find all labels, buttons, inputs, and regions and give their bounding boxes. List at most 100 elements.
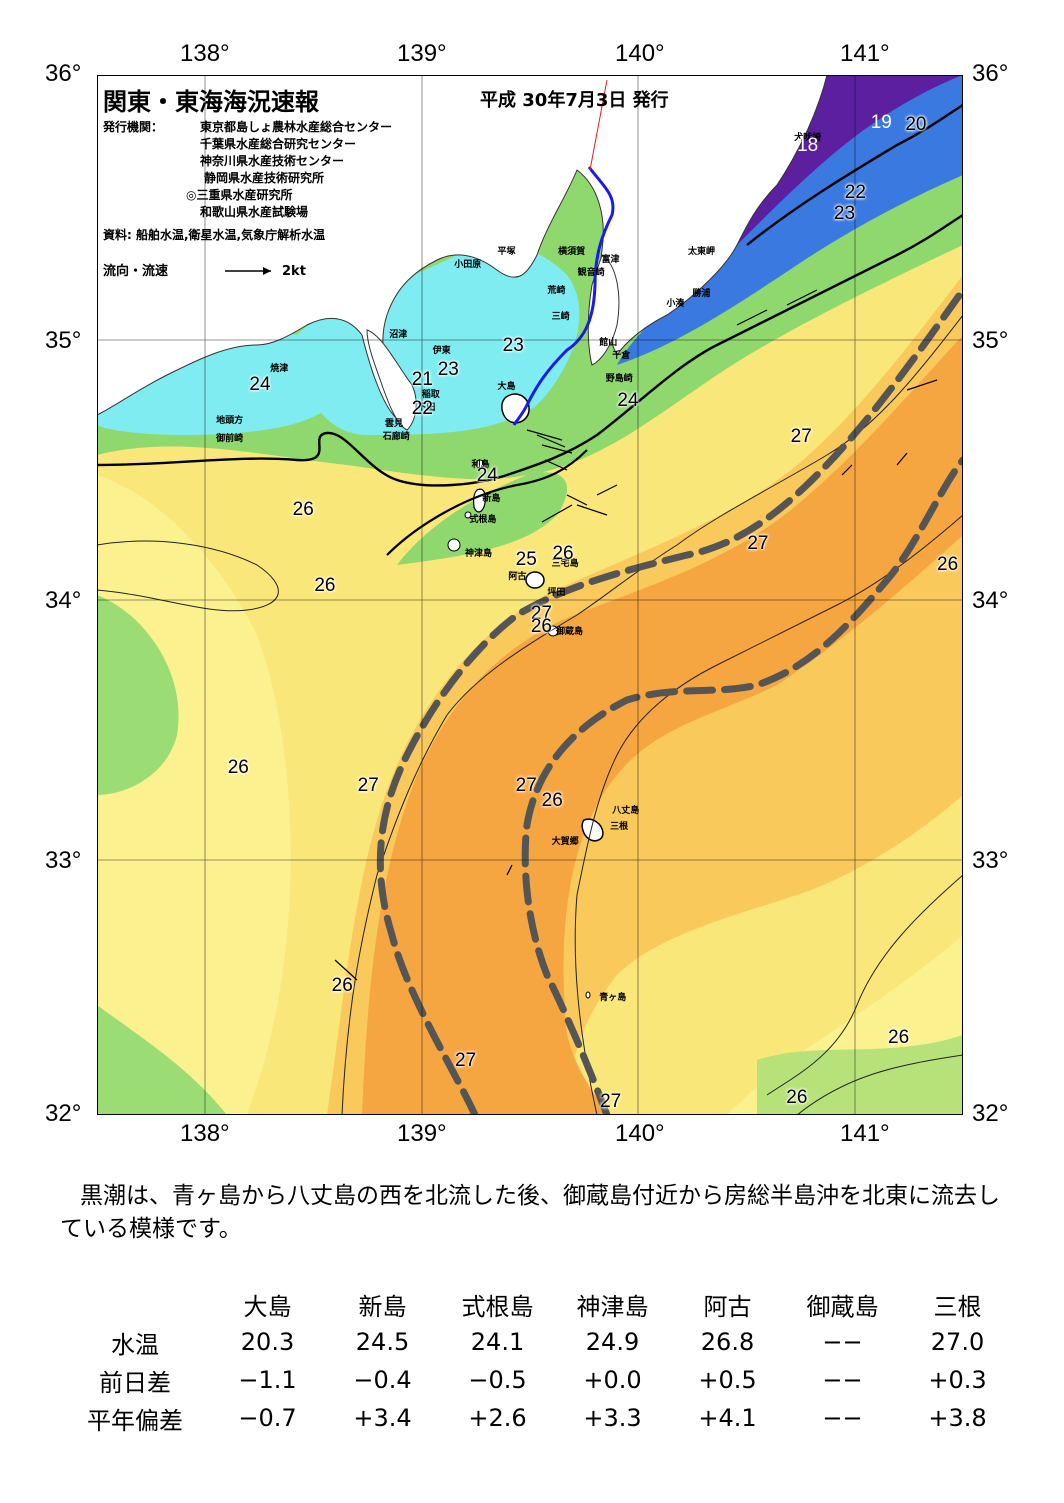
table-cell: +0.3: [928, 1366, 987, 1394]
summary-text: 黒潮は、青ヶ島から八丈島の西を北流した後、御蔵島付近から房総半島沖を北東に流去し…: [60, 1183, 1000, 1242]
kuroshio-axis-lines: [376, 286, 963, 1115]
table-row: 水温 20.3 24.5 24.1 24.9 26.8 −− 27.0: [60, 1323, 1015, 1361]
green-patch-south: [757, 1035, 963, 1115]
place-label: 犬吠埼: [794, 132, 822, 143]
map-border: [97, 75, 963, 1115]
table-header-cell: 式根島: [461, 1292, 534, 1321]
isotherm-value-label: 23: [833, 202, 856, 224]
place-label: 小湊: [666, 299, 685, 309]
isotherm-value-label: 26: [552, 543, 574, 565]
lat-label-right-36: 36°: [972, 60, 1009, 87]
place-label: 館山: [599, 338, 618, 348]
row-label: 水温: [111, 1330, 159, 1359]
isotherm-value-label: 27: [455, 1050, 477, 1072]
table-cell: +0.0: [583, 1366, 642, 1394]
green-patch-west: [97, 595, 179, 795]
table-cell: 26.8: [700, 1328, 755, 1356]
table-row: 前日差 −1.1 −0.4 −0.5 +0.0 +0.5 −− +0.3: [60, 1361, 1015, 1399]
place-label: 大島: [497, 382, 516, 393]
kuroshio-axis-west: [376, 286, 963, 1115]
table-cell: −−: [822, 1328, 863, 1356]
island-shikinejima: [464, 511, 472, 519]
table-cell: +3.8: [928, 1404, 987, 1432]
isotherm-value-label: 23: [437, 358, 459, 380]
place-label: 坪田: [547, 587, 566, 598]
lat-label-right-34: 34°: [972, 587, 1009, 614]
lat-label-left-36: 36°: [45, 60, 82, 87]
land-honshu: [97, 75, 828, 426]
agency-line: ◎三重県水産研究所: [186, 188, 293, 202]
agency-label: 発行機関：: [103, 120, 164, 134]
island-hachijojima: [581, 818, 604, 842]
sea-temperature-map: 小田原 平塚 横須賀 観音崎 荒崎 三崎 富津 館山 千倉 野島崎 小湊 勝浦 太東岬 犬吠埼 沼津 伊東 焼津…: [97, 75, 963, 1115]
table-cell: −1.1: [238, 1366, 297, 1394]
lat-label-right-32: 32°: [972, 1100, 1009, 1127]
green-patch-southwest: [97, 1005, 227, 1115]
table-cell: 24.1: [470, 1328, 525, 1356]
isotherm-value-label: 26: [541, 790, 563, 812]
place-label: 焼津: [270, 364, 289, 374]
place-label: 新島: [482, 494, 501, 504]
lat-label-left-32: 32°: [45, 1100, 82, 1127]
isotherm-value-label: 26: [331, 975, 353, 996]
lat-label-left-35: 35°: [45, 327, 82, 354]
flow-legend-label: 流向・流速: [103, 264, 169, 279]
place-label: 荒崎: [547, 286, 566, 296]
place-label: 沼津: [389, 330, 408, 341]
place-label: 観音崎: [577, 267, 605, 278]
lon-label-top-140: 140°: [615, 40, 665, 67]
lon-label-bottom-138: 138°: [180, 1120, 230, 1147]
place-label: 青ヶ島: [599, 993, 627, 1004]
place-label: 勝浦: [692, 288, 711, 299]
table-header-cell: 新島: [358, 1292, 407, 1321]
table-cell: −0.5: [468, 1366, 527, 1394]
island-miyakejima: [525, 571, 545, 589]
table-cell: +2.6: [468, 1404, 527, 1432]
table-header-cell: 三根: [933, 1292, 982, 1321]
current-arrows: [334, 289, 938, 981]
isotherm-value-label: 26: [227, 756, 249, 778]
place-label: 平塚: [497, 247, 516, 257]
cyan-suruga-bay: [97, 334, 340, 435]
place-label: 太東岬: [688, 247, 716, 257]
place-label: 三宅島: [551, 559, 579, 569]
place-label: 三根: [610, 821, 629, 832]
isotherm-value-label: 19: [870, 111, 892, 133]
issue-date: 平成 30年7月3日 発行: [480, 90, 669, 111]
place-label: 利島: [471, 460, 490, 471]
isotherm-value-label: 27: [747, 533, 769, 554]
table-header-cell: 大島: [243, 1292, 292, 1321]
isotherm-value-label: 27: [600, 1091, 622, 1112]
isotherm-value-label: 26: [530, 616, 552, 638]
place-label: 石廊崎: [382, 431, 410, 442]
island-kozushima: [447, 538, 461, 552]
table-cell: 20.3: [240, 1328, 295, 1356]
lon-label-bottom-139: 139°: [397, 1120, 447, 1147]
place-label: 三崎: [551, 312, 570, 322]
place-label: 小田原: [454, 260, 482, 270]
row-label: 平年偏差: [87, 1406, 183, 1435]
table-header-cell: 阿古: [703, 1292, 752, 1321]
graticule: [97, 75, 963, 1115]
place-label: 八丈島: [612, 806, 640, 816]
agency-line: 和歌山県水産試験場: [200, 205, 309, 219]
place-label: 伊東: [432, 345, 451, 356]
agency-line: 神奈川県水産技術センター: [200, 154, 345, 168]
isotherm-value-label: 26: [786, 1086, 808, 1108]
place-label: 阿古: [508, 572, 527, 582]
warm-core: [362, 335, 963, 1115]
isotherm-value-label: 21: [411, 369, 433, 391]
isotherm-value-label: 27: [530, 603, 552, 625]
lon-label-top-138: 138°: [180, 40, 230, 67]
table-cell: 27.0: [930, 1328, 985, 1356]
lon-label-bottom-140: 140°: [615, 1120, 665, 1147]
isotherm-value-label: 26: [888, 1027, 910, 1048]
flow-legend-arrow-icon: [225, 267, 271, 275]
lat-label-left-34: 34°: [45, 587, 82, 614]
isotherm-value-label: 22: [844, 182, 866, 203]
table-cell: 24.5: [355, 1328, 410, 1356]
isotherm-value-label: 24: [249, 374, 271, 396]
place-label: 御蔵島: [555, 626, 583, 637]
place-label: 式根島: [469, 514, 497, 525]
green-tongue: [397, 472, 567, 565]
